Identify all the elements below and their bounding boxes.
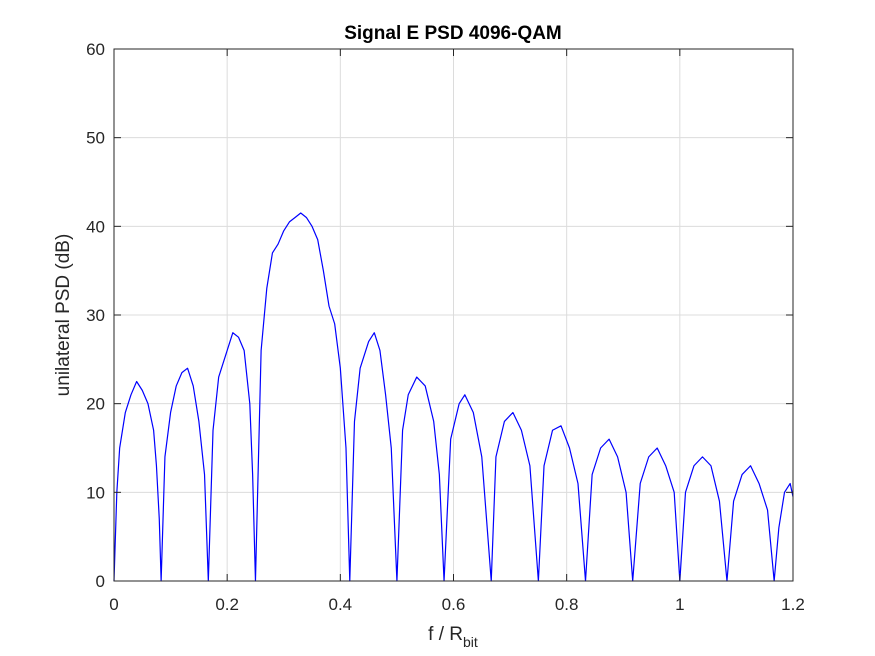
y-tick-label: 40 [86, 217, 105, 236]
y-tick-label: 10 [86, 483, 105, 502]
x-tick-label: 1 [675, 595, 684, 614]
y-axis-title: unilateral PSD (dB) [53, 234, 74, 397]
y-tick-label: 50 [86, 129, 105, 148]
psd-series-line [113, 212, 794, 582]
x-axis-title-subscript: bit [463, 634, 478, 650]
x-tick-label: 0.4 [329, 595, 353, 614]
tick-marks [113, 48, 794, 582]
y-tick-label: 20 [86, 395, 105, 414]
x-tick-label: 0.2 [215, 595, 239, 614]
y-tick-label: 0 [96, 572, 105, 591]
y-tick-labels: 0 10 20 30 40 50 60 [86, 40, 105, 591]
series-layer [113, 212, 794, 582]
x-axis-title-main: f / R [428, 624, 463, 645]
x-tick-label: 1.2 [781, 595, 805, 614]
x-tick-label: 0.6 [442, 595, 466, 614]
x-tick-label: 0 [109, 595, 118, 614]
x-tick-label: 0.8 [555, 595, 579, 614]
x-axis-title: f / Rbit [428, 624, 478, 650]
x-tick-labels: 0 0.2 0.4 0.6 0.8 1 1.2 [109, 595, 805, 614]
chart-title: Signal E PSD 4096-QAM [344, 23, 562, 44]
y-tick-label: 30 [86, 306, 105, 325]
y-tick-label: 60 [86, 40, 105, 59]
